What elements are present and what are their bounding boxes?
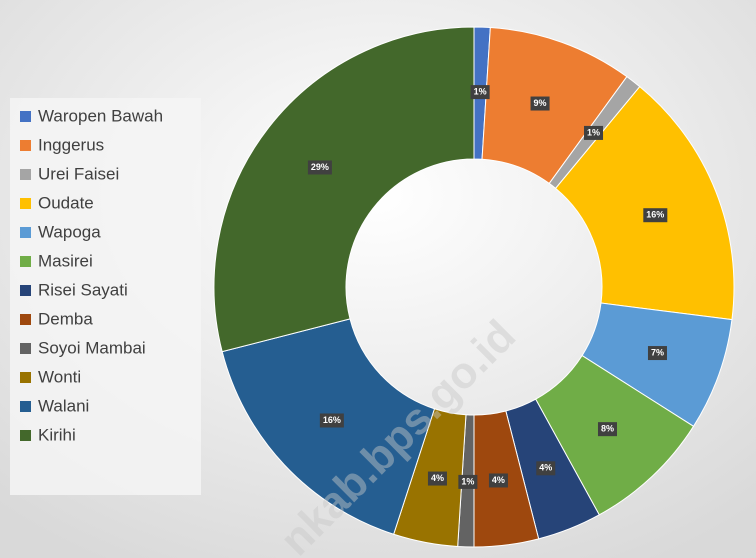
legend-swatch [20, 343, 31, 354]
data-label-box [536, 461, 556, 476]
legend-label: Risei Sayati [38, 280, 128, 299]
data-label-box [319, 413, 344, 428]
legend-swatch [20, 314, 31, 325]
data-label-box [647, 346, 667, 361]
legend-box [10, 98, 201, 495]
data-label: 29% [311, 162, 329, 172]
legend: Waropen Bawah Inggerus Urei Faisei Oudate Wa… [20, 106, 163, 444]
data-label: 4% [492, 475, 505, 485]
data-label: 1% [474, 86, 487, 96]
data-label: 8% [601, 424, 614, 434]
data-label: 16% [323, 415, 341, 425]
data-label-box [643, 208, 668, 223]
legend-label: Oudate [38, 193, 94, 212]
data-label-box [458, 474, 478, 489]
legend-label: Walani [38, 396, 89, 415]
data-label-box [584, 125, 604, 140]
data-label: 1% [461, 476, 474, 486]
data-labels: 1% 9% 1% 16% 7% 8% 4% 4% 1% 4% 16% 29% [307, 85, 668, 489]
slice [213, 26, 475, 353]
legend-label: Soyoi Mambai [38, 338, 146, 357]
data-label-box [427, 471, 447, 486]
legend-label: Wonti [38, 367, 81, 386]
data-label: 16% [646, 210, 664, 220]
legend-label: Wapoga [38, 222, 101, 241]
legend-label: Kirihi [38, 425, 76, 444]
data-label: 1% [587, 127, 600, 137]
data-label: 9% [534, 98, 547, 108]
data-label: 4% [431, 473, 444, 483]
slice [554, 85, 735, 321]
legend-swatch [20, 169, 31, 180]
data-label-box [488, 473, 508, 488]
legend-swatch [20, 227, 31, 238]
legend-swatch [20, 285, 31, 296]
data-label-box [597, 422, 617, 437]
legend-label: Demba [38, 309, 93, 328]
legend-swatch [20, 256, 31, 267]
legend-swatch [20, 111, 31, 122]
data-label: 7% [651, 347, 664, 357]
data-label-box [307, 160, 332, 175]
legend-swatch [20, 430, 31, 441]
slices [213, 26, 735, 548]
legend-label: Masirei [38, 251, 93, 270]
legend-label: Inggerus [38, 135, 104, 154]
legend-swatch [20, 140, 31, 151]
data-label: 4% [539, 463, 552, 473]
data-label-box [530, 96, 550, 111]
legend-swatch [20, 372, 31, 383]
data-label-box [470, 85, 490, 100]
legend-label: Urei Faisei [38, 164, 119, 183]
legend-swatch [20, 198, 31, 209]
legend-label: Waropen Bawah [38, 106, 163, 125]
legend-swatch [20, 401, 31, 412]
